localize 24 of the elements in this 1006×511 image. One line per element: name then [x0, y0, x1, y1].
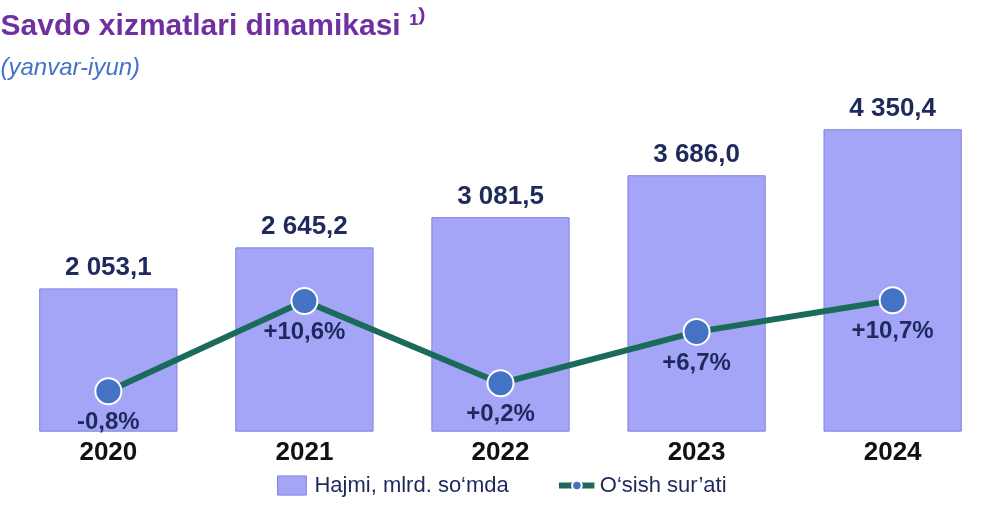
bar	[823, 129, 962, 432]
x-tick-label: 2020	[79, 435, 138, 466]
chart-subtitle: (yanvar-iyun)	[0, 52, 141, 80]
data-label: +10,7%	[851, 316, 934, 344]
bar	[431, 217, 570, 432]
bar	[627, 175, 766, 432]
data-label: 2 645,2	[261, 209, 348, 240]
bar	[235, 247, 374, 432]
bar	[39, 288, 178, 432]
data-label: 4 350,4	[849, 91, 937, 122]
data-label: +0,2%	[466, 399, 535, 427]
x-tick-label: 2021	[275, 435, 334, 466]
data-label: 3 686,0	[653, 137, 740, 168]
x-tick-label: 2023	[667, 435, 726, 466]
data-label: +6,7%	[662, 347, 731, 375]
legend-label: Hajmi, mlrd. so‘mda	[314, 472, 509, 498]
chart-title: Savdo xizmatlari dinamikasi ¹⁾	[0, 6, 426, 41]
legend-label: O‘sish sur’ati	[599, 472, 727, 498]
x-tick-label: 2024	[863, 435, 923, 466]
x-tick-label: 2022	[471, 435, 530, 466]
data-label: -0,8%	[77, 407, 140, 435]
data-label: 3 081,5	[457, 179, 544, 210]
data-label: 2 053,1	[64, 250, 152, 281]
data-label: +10,6%	[263, 317, 346, 345]
